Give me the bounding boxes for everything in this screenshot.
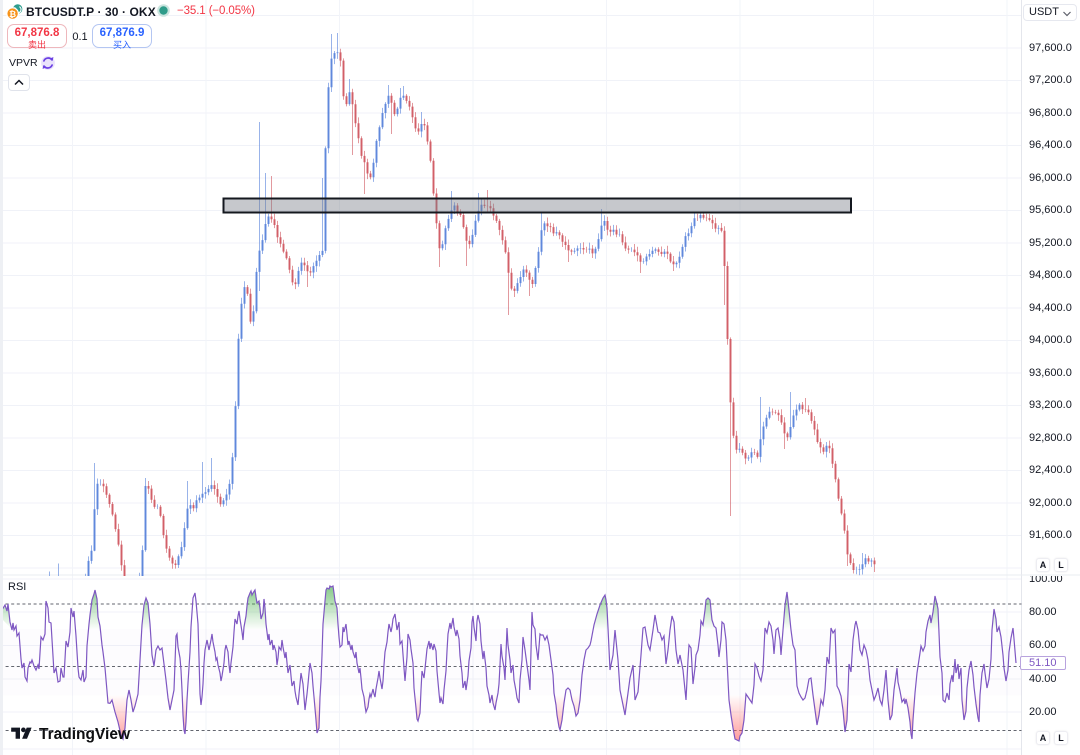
- svg-text:₿: ₿: [9, 9, 16, 19]
